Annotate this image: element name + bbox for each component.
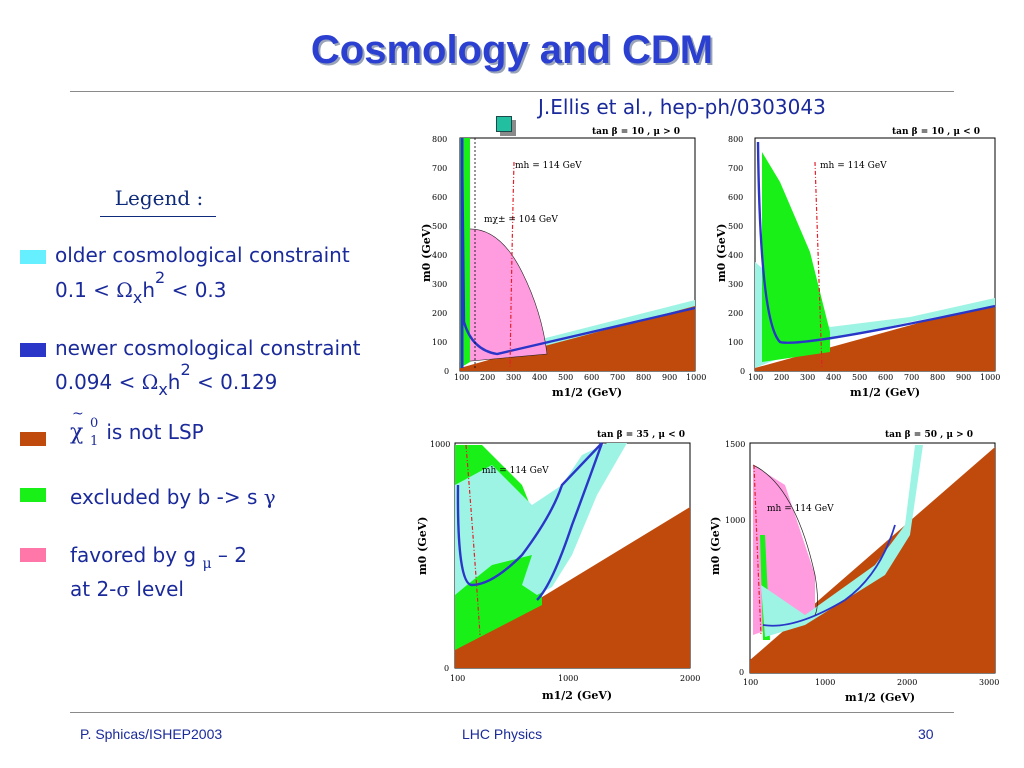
legend-swatch-not-lsp xyxy=(20,432,46,446)
svg-text:200: 200 xyxy=(432,309,447,318)
svg-text:0: 0 xyxy=(444,664,449,673)
plot2-label: tan β = 10 , μ < 0 xyxy=(892,127,980,137)
plot1-ylabel: m0 (GeV) xyxy=(420,224,433,282)
svg-text:500: 500 xyxy=(852,373,867,382)
legend-older-line1: older cosmological constraint xyxy=(55,243,350,267)
legend-not-lsp: ~ χ 0 1 is not LSP xyxy=(70,406,204,449)
svg-text:400: 400 xyxy=(432,251,447,260)
plot1-label: tan β = 10 , μ > 0 xyxy=(592,127,680,137)
legend-newer-line2: 0.094 < Ωxh2 < 0.129 xyxy=(55,360,278,399)
legend-title: Legend : xyxy=(114,186,204,210)
top-divider xyxy=(70,91,954,92)
svg-text:500: 500 xyxy=(432,222,447,231)
svg-text:400: 400 xyxy=(728,251,743,260)
svg-text:100: 100 xyxy=(748,373,763,382)
svg-text:600: 600 xyxy=(432,193,447,202)
footer-author: P. Sphicas/ISHEP2003 xyxy=(80,726,223,742)
svg-text:800: 800 xyxy=(432,135,447,144)
plot3-annotation-higgs: mh = 114 GeV xyxy=(482,466,549,476)
svg-text:800: 800 xyxy=(728,135,743,144)
bottom-divider xyxy=(70,712,954,713)
svg-text:1500: 1500 xyxy=(725,440,745,449)
plot3-label: tan β = 35 , μ < 0 xyxy=(597,430,685,440)
svg-text:300: 300 xyxy=(432,280,447,289)
svg-text:1000: 1000 xyxy=(725,516,745,525)
plot1-annotation-chargino: mχ± = 104 GeV xyxy=(484,215,558,225)
plot4-label: tan β = 50 , μ > 0 xyxy=(885,430,973,440)
plot-tanb35-muneg: tan β = 35 , μ < 0 mh = 114 GeV 1000 0 10… xyxy=(412,425,702,710)
plot1-xlabel: m1/2 (GeV) xyxy=(552,386,622,399)
footer-course: LHC Physics xyxy=(462,726,543,742)
plot-tanb10-mupos: tan β = 10 , μ > 0 mh = 114 GeV mχ± = 10… xyxy=(412,122,712,407)
plot3-ylabel: m0 (GeV) xyxy=(416,517,429,575)
citation: J.Ellis et al., hep-ph/0303043 xyxy=(538,95,826,119)
svg-text:0: 0 xyxy=(740,367,745,376)
svg-text:600: 600 xyxy=(584,373,599,382)
svg-text:200: 200 xyxy=(728,309,743,318)
svg-text:300: 300 xyxy=(728,280,743,289)
svg-text:800: 800 xyxy=(930,373,945,382)
svg-text:400: 400 xyxy=(532,373,547,382)
svg-text:300: 300 xyxy=(800,373,815,382)
plot-tanb10-muneg: tan β = 10 , μ < 0 mh = 114 GeV 800 700 60… xyxy=(710,122,1010,407)
svg-text:600: 600 xyxy=(878,373,893,382)
plot4-xlabel: m1/2 (GeV) xyxy=(845,691,915,704)
slide-title: Cosmology and CDM xyxy=(310,28,714,72)
svg-text:700: 700 xyxy=(904,373,919,382)
legend-swatch-older xyxy=(20,250,46,264)
svg-text:1000: 1000 xyxy=(558,674,578,683)
plot2-ylabel: m0 (GeV) xyxy=(715,224,728,282)
svg-text:100: 100 xyxy=(728,338,743,347)
svg-text:200: 200 xyxy=(480,373,495,382)
svg-text:0: 0 xyxy=(444,367,449,376)
svg-text:1000: 1000 xyxy=(686,373,706,382)
svg-text:200: 200 xyxy=(774,373,789,382)
svg-text:700: 700 xyxy=(610,373,625,382)
legend-newer-line1: newer cosmological constraint xyxy=(55,336,361,360)
svg-text:3000: 3000 xyxy=(979,678,999,687)
plot-tanb50-mupos: tan β = 50 , μ > 0 mh = 114 GeV 1500 1000… xyxy=(705,425,1005,710)
svg-text:900: 900 xyxy=(662,373,677,382)
svg-text:900: 900 xyxy=(956,373,971,382)
plot4-annotation-higgs: mh = 114 GeV xyxy=(767,504,834,514)
plot2-annotation-higgs: mh = 114 GeV xyxy=(820,161,887,171)
svg-text:1000: 1000 xyxy=(815,678,835,687)
svg-text:2000: 2000 xyxy=(897,678,917,687)
svg-text:100: 100 xyxy=(743,678,758,687)
footer-page-number: 30 xyxy=(918,726,934,742)
svg-text:100: 100 xyxy=(450,674,465,683)
svg-text:100: 100 xyxy=(454,373,469,382)
svg-text:400: 400 xyxy=(826,373,841,382)
svg-text:700: 700 xyxy=(728,164,743,173)
legend-swatch-gmu xyxy=(20,548,46,562)
svg-text:1000: 1000 xyxy=(980,373,1000,382)
legend-gmu-line2: at 2-σ level xyxy=(70,577,184,601)
legend-bsgamma: excluded by b -> s γ xyxy=(70,485,276,509)
svg-text:600: 600 xyxy=(728,193,743,202)
plot2-xlabel: m1/2 (GeV) xyxy=(850,386,920,399)
svg-text:300: 300 xyxy=(506,373,521,382)
svg-text:1000: 1000 xyxy=(430,440,450,449)
legend-underline xyxy=(100,216,216,217)
svg-text:2000: 2000 xyxy=(680,674,700,683)
legend-swatch-bsgamma xyxy=(20,488,46,502)
square-bullet-icon xyxy=(496,116,516,136)
svg-text:0: 0 xyxy=(739,668,744,677)
plot4-ylabel: m0 (GeV) xyxy=(709,517,722,575)
svg-text:800: 800 xyxy=(636,373,651,382)
plot1-annotation-higgs: mh = 114 GeV xyxy=(515,161,582,171)
svg-text:500: 500 xyxy=(728,222,743,231)
legend-swatch-newer xyxy=(20,343,46,357)
svg-text:100: 100 xyxy=(432,338,447,347)
legend-older-line2: 0.1 < Ωxh2 < 0.3 xyxy=(55,268,227,307)
legend-gmu-line1: favored by g μ – 2 xyxy=(70,543,248,572)
svg-text:700: 700 xyxy=(432,164,447,173)
svg-text:500: 500 xyxy=(558,373,573,382)
plot3-xlabel: m1/2 (GeV) xyxy=(542,689,612,702)
